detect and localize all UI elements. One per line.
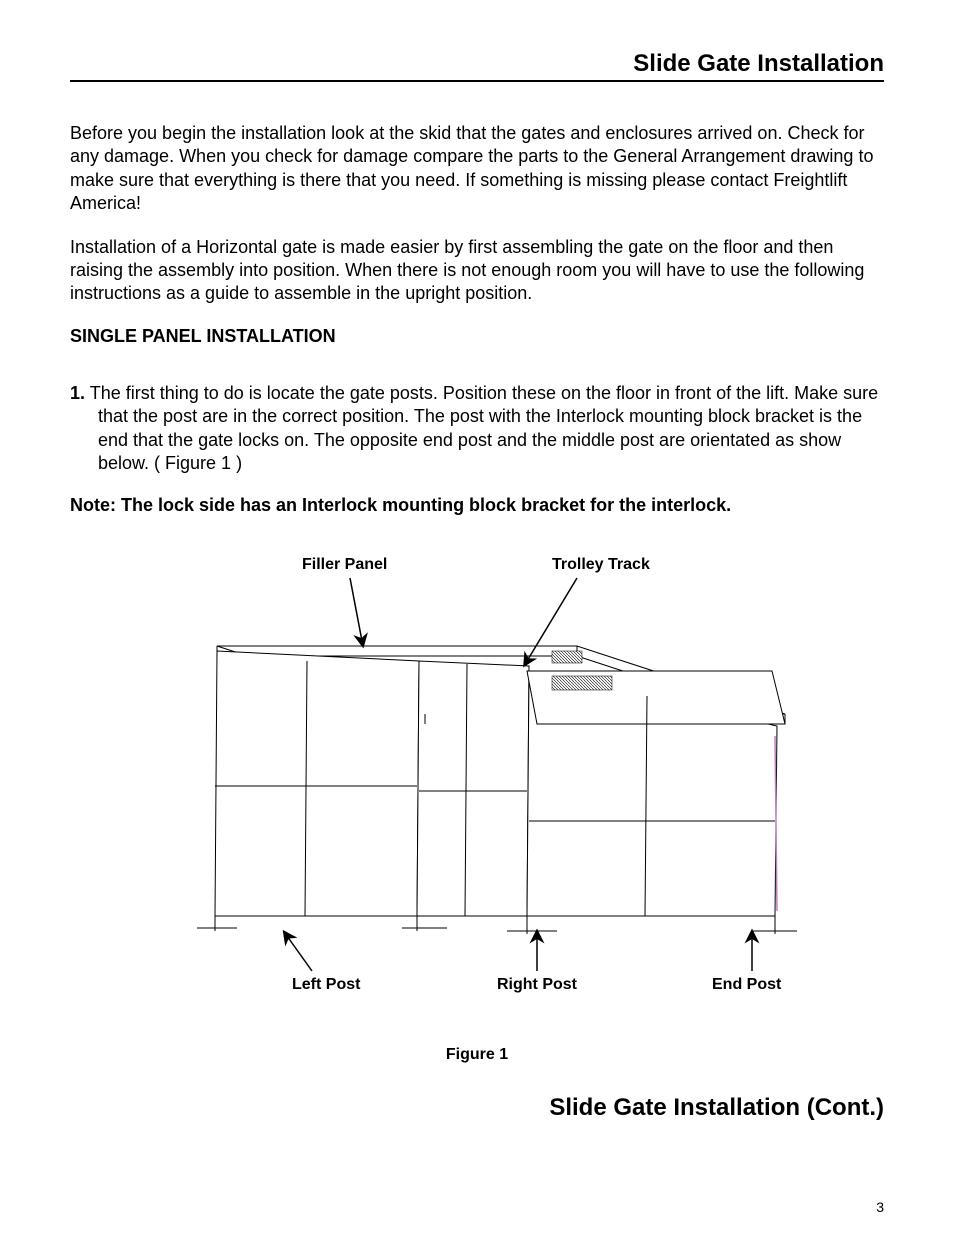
label-filler-panel: Filler Panel (302, 556, 387, 574)
page-title: Slide Gate Installation (70, 50, 884, 78)
section-heading: SINGLE PANEL INSTALLATION (70, 326, 884, 347)
label-end-post: End Post (712, 976, 781, 994)
figure-container: Filler Panel Trolley Track Left Post Rig… (70, 556, 884, 1064)
page-number: 3 (876, 1199, 884, 1215)
label-right-post: Right Post (497, 976, 577, 994)
step-number: 1. (70, 383, 85, 403)
figure-1: Filler Panel Trolley Track Left Post Rig… (157, 556, 797, 1036)
footer-title: Slide Gate Installation (Cont.) (70, 1094, 884, 1122)
figure-caption: Figure 1 (70, 1046, 884, 1064)
step-1: 1. The first thing to do is locate the g… (70, 382, 884, 476)
label-left-post: Left Post (292, 976, 360, 994)
document-page: Slide Gate Installation Before you begin… (0, 0, 954, 1235)
note-text: Note: The lock side has an Interlock mou… (70, 495, 884, 516)
intro-paragraph-2: Installation of a Horizontal gate is mad… (70, 236, 884, 306)
label-trolley-track: Trolley Track (552, 556, 650, 574)
figure-drawing (157, 556, 797, 996)
title-rule (70, 80, 884, 82)
intro-paragraph-1: Before you begin the installation look a… (70, 122, 884, 216)
step-text: The first thing to do is locate the gate… (90, 383, 878, 473)
